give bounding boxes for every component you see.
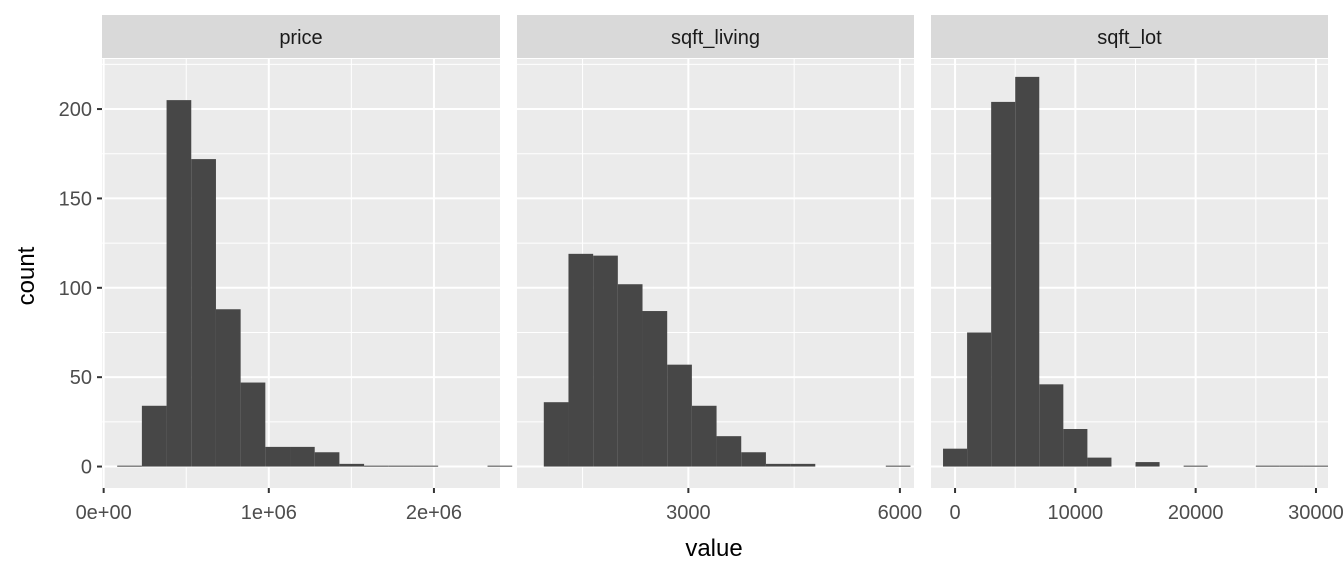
x-tick-label: 1e+06: [241, 502, 297, 524]
y-tick-label: 150: [59, 188, 92, 210]
histogram-bar: [642, 311, 668, 467]
x-tick-label: 30000: [1288, 502, 1344, 524]
facet-price: price 0e+00 1e+06 2e+06 0 50 100 150 200: [59, 15, 513, 524]
y-tick-label: 0: [81, 457, 92, 479]
histogram-bar: [339, 463, 365, 467]
strip-label: price: [279, 27, 322, 49]
histogram-bar: [765, 463, 791, 467]
histogram-bar: [1039, 384, 1064, 467]
strip-background: [102, 15, 500, 58]
histogram-bar: [991, 101, 1016, 467]
histogram-bar: [1063, 429, 1088, 467]
x-tick-label: 6000: [878, 502, 923, 524]
histogram-bar: [215, 309, 241, 467]
histogram-bar: [943, 448, 968, 467]
histogram-bar: [1303, 465, 1328, 467]
histogram-bar: [117, 465, 142, 467]
x-tick-label: 10000: [1048, 502, 1104, 524]
histogram-bar: [691, 405, 717, 467]
facet-sqft_lot: sqft_lot 0 10000 20000 30000: [931, 15, 1344, 524]
histogram-bar: [191, 159, 216, 467]
x-axis-title: value: [685, 535, 742, 562]
histogram-bar: [290, 446, 315, 467]
strip-label: sqft_lot: [1097, 27, 1162, 49]
y-axis-title: count: [13, 246, 40, 305]
histogram-bar: [1255, 465, 1280, 467]
histogram-bar: [1135, 462, 1160, 467]
x-tick-label: 0e+00: [76, 502, 132, 524]
x-tick-label: 20000: [1168, 502, 1224, 524]
histogram-bar: [265, 446, 291, 467]
histogram-bar: [1015, 76, 1040, 467]
x-tick-label: 2e+06: [406, 502, 462, 524]
histogram-bar: [1183, 465, 1208, 467]
histogram-bar: [364, 465, 389, 467]
facet-sqft_living: sqft_living 3000 6000: [517, 15, 922, 524]
histogram-bar: [967, 332, 992, 467]
histogram-bar: [240, 382, 266, 467]
histogram-bar: [568, 253, 594, 467]
histogram-bar: [617, 284, 643, 467]
histogram-bar: [166, 100, 192, 467]
histogram-bar: [314, 452, 340, 467]
x-tick-label: 0: [949, 502, 960, 524]
histogram-bar: [593, 255, 618, 467]
histogram-bar: [1087, 457, 1112, 467]
histogram-bar: [1279, 465, 1304, 467]
y-tick-label: 200: [59, 99, 92, 121]
histogram-bar: [388, 465, 414, 467]
facet-panels: price 0e+00 1e+06 2e+06 0 50 100 150 200 sqft_liv…: [59, 15, 1344, 524]
strip-label: sqft_living: [671, 27, 760, 49]
histogram-bar: [741, 452, 766, 467]
strip-background: [517, 15, 914, 58]
strip-background: [931, 15, 1328, 58]
histogram-bar: [487, 465, 513, 467]
x-tick-label: 3000: [666, 502, 711, 524]
y-tick-label: 50: [70, 367, 92, 389]
histogram-bar: [790, 463, 816, 467]
y-tick-label: 100: [59, 278, 92, 300]
histogram-bar: [716, 436, 742, 467]
histogram-bar: [543, 402, 569, 467]
histogram-bar: [667, 364, 692, 467]
histogram-bar: [885, 465, 911, 467]
histogram-bar: [413, 465, 439, 467]
histogram-bar: [141, 405, 167, 467]
